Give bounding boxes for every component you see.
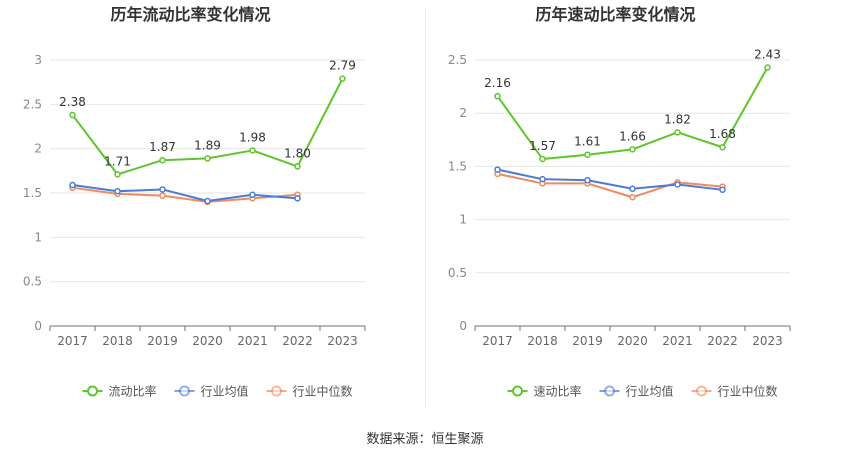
data-source-note: 数据来源：恒生聚源 (366, 432, 484, 447)
legend-label: 行业中位数 (718, 384, 778, 399)
data-label: 1.98 (239, 130, 266, 144)
legend-label: 行业均值 (626, 384, 674, 399)
data-point (674, 129, 681, 136)
data-point (159, 156, 166, 164)
data-point (339, 75, 346, 82)
y-tick-label: 2 (459, 106, 467, 120)
y-tick-label: 0 (34, 319, 42, 333)
data-label: 2.43 (754, 47, 781, 61)
series-line (72, 186, 298, 203)
y-tick-label: 1.5 (23, 186, 42, 200)
data-label: 2.79 (329, 59, 356, 73)
x-tick-label: 2020 (617, 334, 648, 348)
chart-divider (425, 8, 426, 408)
data-point (764, 64, 771, 71)
y-tick-label: 1 (34, 230, 42, 244)
data-point (719, 143, 726, 151)
quick-ratio-chart: 历年速动比率变化情况 0 0.5 1 1.5 2 2.5 2017 2018 2019 2020 20… (448, 5, 791, 399)
data-point (539, 155, 546, 163)
x-tick-label: 2021 (662, 334, 693, 348)
legend-label: 行业中位数 (293, 384, 353, 399)
data-label: 1.82 (664, 112, 691, 126)
legend-marker (179, 385, 190, 397)
data-label: 1.57 (529, 139, 556, 153)
data-point (159, 192, 166, 199)
data-point (159, 186, 166, 193)
data-label: 2.38 (59, 95, 86, 109)
data-point (494, 166, 501, 173)
data-point (674, 181, 681, 188)
legend-marker (512, 385, 523, 397)
data-label: 1.71 (104, 154, 131, 168)
data-point (719, 186, 726, 194)
x-tick-label: 2018 (527, 334, 558, 348)
x-tick-label: 2021 (237, 334, 268, 348)
data-point (629, 146, 636, 153)
y-tick-label: 1 (459, 213, 467, 227)
legend-marker (696, 385, 707, 397)
data-label: 1.80 (284, 146, 311, 160)
data-label: 1.61 (574, 135, 601, 149)
data-point (584, 151, 591, 158)
data-label: 1.68 (709, 127, 736, 141)
y-tick-label: 0 (459, 319, 467, 333)
data-point (539, 175, 546, 183)
chart-title: 历年速动比率变化情况 (535, 5, 695, 24)
data-label: 1.89 (194, 138, 221, 152)
x-tick-label: 2019 (147, 334, 178, 348)
data-label: 2.16 (484, 76, 511, 90)
data-point (494, 92, 501, 100)
data-point (294, 195, 301, 202)
data-label: 1.66 (619, 129, 646, 143)
data-point (114, 187, 121, 195)
x-tick-label: 2023 (327, 334, 358, 348)
legend-label: 流动比率 (109, 384, 157, 399)
data-point (294, 163, 301, 170)
x-tick-label: 2023 (752, 334, 783, 348)
y-tick-label: 3 (34, 53, 42, 67)
data-point (629, 194, 636, 201)
legend-marker (271, 385, 282, 397)
data-point (69, 181, 76, 189)
y-tick-label: 2 (34, 142, 42, 156)
y-tick-label: 2.5 (23, 97, 42, 111)
x-tick-label: 2022 (282, 334, 313, 348)
x-tick-label: 2017 (57, 334, 88, 348)
data-point (69, 111, 76, 119)
series-line (72, 184, 298, 202)
x-tick-label: 2020 (192, 334, 223, 348)
chart-title: 历年流动比率变化情况 (110, 5, 270, 24)
series-line (497, 172, 723, 199)
data-point (114, 171, 121, 178)
data-point (249, 191, 256, 199)
legend-label: 速动比率 (534, 384, 582, 399)
x-tick-label: 2017 (482, 334, 513, 348)
legend-marker (87, 385, 98, 397)
data-point (204, 155, 211, 162)
data-point (204, 197, 211, 205)
current-ratio-chart: 历年流动比率变化情况 0 0.5 1 1.5 2 2.5 3 2017 2018 2019 2020 2… (23, 5, 366, 399)
x-tick-label: 2022 (707, 334, 738, 348)
data-point (584, 176, 591, 184)
data-point (629, 185, 636, 192)
y-tick-label: 0.5 (23, 275, 42, 289)
y-tick-label: 1.5 (448, 159, 467, 173)
legend-marker (604, 385, 615, 397)
data-label: 1.87 (149, 140, 176, 154)
x-tick-label: 2018 (102, 334, 133, 348)
data-point (249, 147, 256, 154)
legend-label: 行业均值 (201, 384, 249, 399)
y-tick-label: 2.5 (448, 53, 467, 67)
x-tick-label: 2019 (572, 334, 603, 348)
y-tick-label: 0.5 (448, 266, 467, 280)
series-line (497, 168, 723, 191)
